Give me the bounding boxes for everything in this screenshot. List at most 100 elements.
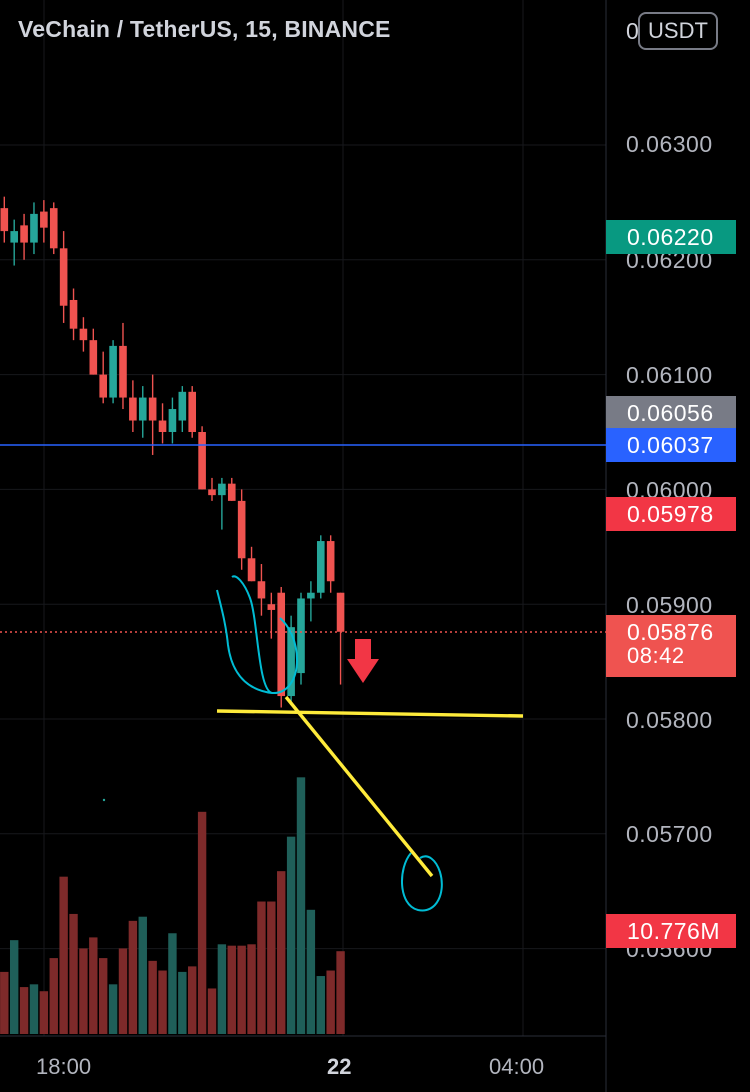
candle-body [188,391,197,432]
blue-line-price-badge: 0.06037 [606,428,736,462]
candle-body [237,500,246,559]
candle-body [287,627,295,697]
volume-bar [207,988,217,1034]
support-line [216,709,524,718]
volume-bar [217,944,227,1034]
candle-body [79,328,88,341]
candle-body [198,432,206,490]
volume-bar [118,948,128,1034]
candles [0,196,345,708]
candle-body [277,592,286,697]
currency-button[interactable]: USDT [638,12,718,50]
volume-bar [197,811,207,1034]
price-tick: 0.05700 [626,821,713,847]
candle-body [30,213,38,243]
volume-bar [99,958,108,1034]
candle-body [267,604,276,610]
high-price-badge: 0.06220 [606,220,736,254]
volume-bar [227,945,236,1034]
candle-body [10,231,18,243]
volume-bar [89,937,98,1034]
volume-bar [286,836,296,1034]
candle-body [227,483,236,501]
candle-body [99,374,107,398]
volume-bar [267,901,276,1034]
candle-body [247,558,256,582]
last-price-badge: 0.05876 08:42 [606,615,736,677]
volume-bar [9,940,19,1034]
volume-bar [19,987,29,1034]
volume-bar [39,991,49,1034]
candle-body [316,541,325,593]
candle-body [307,592,315,599]
volume-bar [188,966,197,1034]
price-tick: 0.06100 [626,362,713,388]
candle-body [208,489,216,496]
last-price-value: 0.05876 [627,619,714,645]
symbol-title: VeChain / TetherUS, 15, BINANCE [18,16,391,42]
time-tick: 22 [327,1054,352,1079]
candle-body [336,592,345,632]
candle-body [89,340,98,375]
volume-bar [69,913,78,1034]
candle-body [0,208,9,232]
arrow-down-icon [347,639,379,683]
red-price-badge: 0.05978 [606,497,736,531]
volume-bar [79,948,88,1034]
volume-bar [306,909,316,1034]
volume-bar [138,916,147,1034]
candle-body [326,541,335,582]
candle-body [178,391,187,421]
volume-bar [108,984,118,1034]
candle-body [297,598,305,674]
volume-bar [0,971,9,1034]
volume-badge: 10.776M [606,914,736,948]
candle-body [218,483,226,496]
candle-body [49,208,58,249]
time-tick: 18:00 [36,1054,92,1079]
candle-body [129,397,137,421]
stray-dot [102,798,106,802]
volume-bar [128,920,138,1034]
candle-body [168,409,177,432]
time-tick: 04:00 [489,1054,545,1079]
volume-bar [257,901,266,1034]
volume-bar [326,970,335,1034]
volume-bar [277,871,286,1034]
candle-body [257,581,266,599]
candle-body [158,420,167,432]
cyan-circle-drawing [216,575,299,695]
clipped-price-tick: 0 [626,18,639,44]
session-price-badge: 0.06056 [606,396,736,430]
volume-bar [148,960,157,1034]
volume-bar [59,876,68,1034]
projection-line [284,695,434,878]
volume-bar [336,951,345,1034]
candle-body [148,397,157,421]
volume-bars [0,777,345,1034]
volume-bar [158,970,167,1034]
price-lines [0,444,606,633]
candle-body [119,345,127,398]
volume-bar [29,984,39,1034]
volume-bar [296,777,306,1034]
drawings [102,575,524,912]
candle-body [69,299,78,329]
volume-bar [247,944,256,1034]
volume-bar [168,933,177,1034]
price-tick: 0.05800 [626,707,713,733]
volume-bar [237,945,246,1034]
candle-body [20,225,28,243]
candle-body [40,211,48,228]
price-tick: 0.06300 [626,131,713,157]
candle-body [138,397,147,421]
cyan-target-drawing [400,852,443,912]
candle-body [59,248,68,306]
bar-countdown: 08:42 [627,643,685,668]
candle-body [109,345,117,398]
volume-bar [49,958,58,1034]
volume-bar [316,976,325,1034]
price-tick: 0.05900 [626,592,713,618]
